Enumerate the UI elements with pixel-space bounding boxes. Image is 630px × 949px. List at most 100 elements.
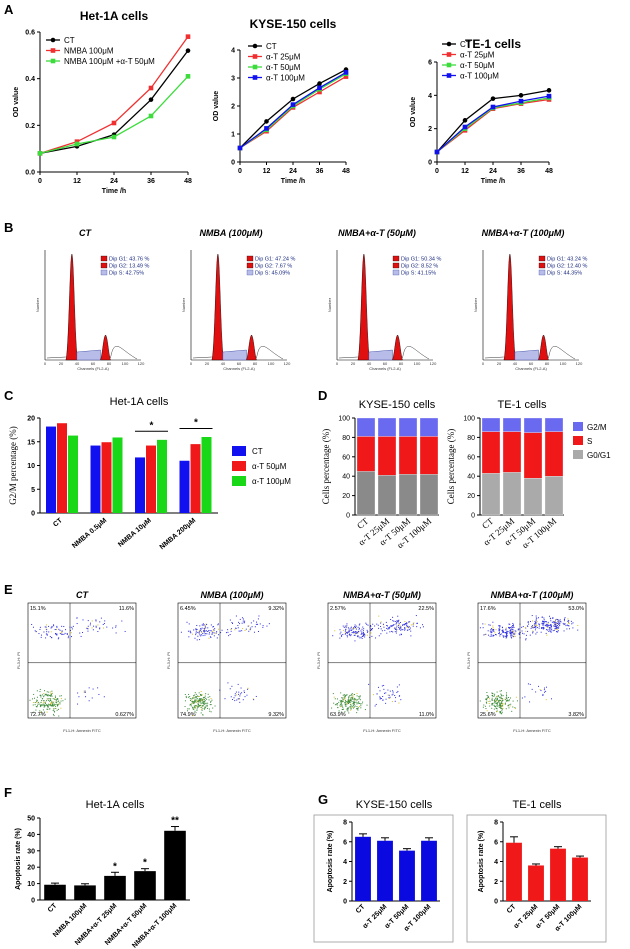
event-dot [262, 626, 264, 628]
bar [134, 871, 156, 900]
stacked-segment [523, 432, 543, 479]
event-dot [243, 622, 245, 624]
event-dot [345, 701, 347, 703]
event-dot [46, 629, 48, 631]
event-dot [348, 702, 350, 704]
event-dot [204, 630, 206, 632]
event-dot [253, 699, 255, 701]
legend-swatch [538, 262, 546, 269]
event-dot [56, 698, 58, 700]
event-dot [46, 711, 48, 713]
event-dot [564, 623, 566, 625]
legend-label: CT [266, 42, 277, 51]
event-dot [490, 628, 492, 630]
event-dot [492, 627, 494, 629]
y-tick-label: 40 [342, 474, 350, 481]
event-dot [52, 702, 54, 704]
event-dot [206, 704, 208, 706]
event-dot [499, 704, 501, 706]
event-dot [51, 625, 53, 627]
event-dot [39, 626, 41, 628]
event-dot [36, 701, 38, 703]
event-dot [203, 703, 205, 705]
x-tick-label: 60 [529, 361, 534, 366]
event-dot [34, 630, 36, 632]
event-dot [507, 699, 509, 701]
legend-marker [252, 75, 258, 80]
event-dot [512, 632, 514, 634]
event-dot [354, 626, 356, 628]
event-dot [47, 694, 49, 696]
event-dot [383, 684, 385, 686]
x-tick-label: 0 [336, 361, 339, 366]
event-dot [577, 624, 579, 626]
event-dot [238, 691, 240, 693]
event-dot [539, 623, 541, 625]
event-dot [214, 705, 216, 707]
event-dot [350, 699, 352, 701]
legend-marker [50, 37, 56, 43]
event-dot [342, 694, 344, 696]
event-dot [491, 704, 493, 706]
event-dot [523, 633, 525, 635]
event-dot [60, 700, 62, 702]
event-dot [210, 711, 212, 713]
event-dot [207, 707, 209, 709]
event-dot [188, 636, 190, 638]
quadrant-ul: 17.6% [480, 606, 496, 612]
panel-label-G: G [318, 792, 328, 807]
event-dot [543, 620, 545, 622]
event-dot [87, 625, 89, 627]
y-tick-label: 4 [343, 859, 347, 866]
event-dot [356, 692, 358, 694]
event-dot [339, 633, 341, 635]
event-dot [234, 695, 236, 697]
legend-marker [50, 48, 56, 53]
event-dot [194, 701, 196, 703]
event-dot [393, 624, 395, 626]
event-dot [408, 621, 410, 623]
panel-frame [466, 814, 607, 943]
event-dot [259, 623, 261, 625]
event-dot [563, 624, 565, 626]
event-dot [496, 705, 498, 707]
y-tick-label: 100 [338, 416, 350, 423]
stacked-segment [502, 472, 522, 516]
event-dot [355, 628, 357, 630]
event-dot [194, 701, 196, 703]
event-dot [44, 701, 46, 703]
event-dot [355, 627, 357, 629]
event-dot [97, 687, 99, 689]
g1-peak [503, 253, 517, 361]
event-dot [203, 629, 205, 631]
event-dot [521, 632, 523, 634]
event-dot [354, 630, 356, 632]
stacked-segment [544, 476, 564, 516]
x-tick-label: 40 [513, 361, 518, 366]
event-dot [64, 698, 66, 700]
x-tick-label: 40 [75, 361, 80, 366]
event-dot [348, 634, 350, 636]
event-dot [353, 702, 355, 704]
scatter-title: CT [76, 590, 89, 600]
event-dot [360, 633, 362, 635]
event-dot [344, 695, 346, 697]
event-dot [102, 623, 104, 625]
event-dot [543, 689, 545, 691]
event-dot [511, 625, 513, 627]
event-dot [496, 703, 498, 705]
event-dot [350, 701, 352, 703]
event-dot [366, 634, 368, 636]
dip-s-label: Dip S: 41.15% [401, 271, 436, 277]
event-dot [532, 626, 534, 628]
event-dot [82, 631, 84, 633]
event-dot [491, 692, 493, 694]
event-dot [374, 705, 376, 707]
event-dot [112, 627, 114, 629]
event-dot [550, 624, 552, 626]
event-dot [340, 692, 342, 694]
x-tick-label: 0 [238, 168, 242, 175]
event-dot [199, 705, 201, 707]
event-dot [236, 694, 238, 696]
